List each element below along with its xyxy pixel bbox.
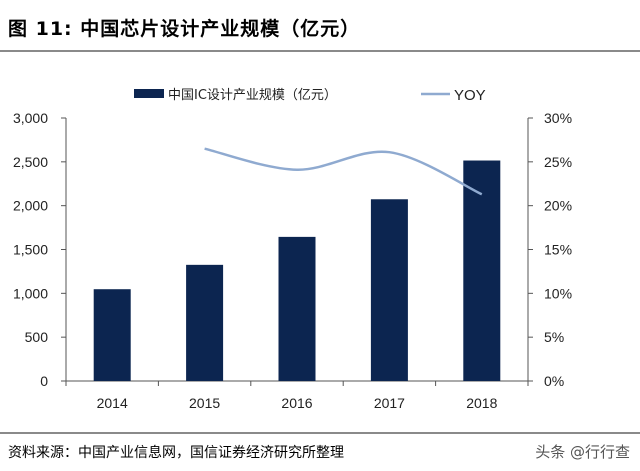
- source-bar: 资料来源：中国产业信息网，国信证券经济研究所整理 头条 @行行查: [0, 432, 640, 471]
- right-tick-label: 10%: [544, 285, 572, 301]
- legend: 中国IC设计产业规模（亿元） YOY: [134, 87, 486, 104]
- x-tick-label: 2015: [189, 395, 220, 411]
- right-tick-label: 15%: [544, 242, 572, 258]
- x-tick-label: 2016: [281, 395, 312, 411]
- left-tick-label: 0: [40, 373, 48, 389]
- legend-bar-label: 中国IC设计产业规模（亿元）: [168, 88, 337, 103]
- bar-2016: [278, 236, 316, 381]
- right-tick-label: 0%: [544, 373, 564, 389]
- left-tick-label: 2,500: [13, 154, 48, 170]
- left-tick-label: 2,000: [13, 198, 48, 214]
- right-tick-label: 30%: [544, 110, 572, 126]
- right-tick-label: 5%: [544, 329, 564, 345]
- bar-2015: [186, 264, 224, 381]
- left-tick-label: 3,000: [13, 110, 48, 126]
- figure-title-bar: 图 11: 中国芯片设计产业规模（亿元）: [0, 0, 640, 52]
- left-tick-label: 1,500: [13, 242, 48, 258]
- watermark: 头条 @行行查: [535, 443, 630, 461]
- legend-line-label: YOY: [454, 87, 486, 104]
- x-tick-label: 2014: [97, 395, 128, 411]
- legend-bar-swatch: [134, 89, 164, 98]
- bar-2018: [463, 160, 501, 381]
- right-tick-label: 25%: [544, 154, 572, 170]
- x-tick-label: 2018: [466, 395, 497, 411]
- right-tick-label: 20%: [544, 198, 572, 214]
- x-tick-label: 2017: [374, 395, 405, 411]
- left-tick-label: 500: [25, 329, 49, 345]
- left-tick-label: 1,000: [13, 285, 48, 301]
- plot-area: 0 500 1,000 1,500 2,000 2,500 3,000 0% 5% 10% 15% 2…: [13, 110, 572, 411]
- bar-line-chart: 中国IC设计产业规模（亿元） YOY 0 500 1,000 1,500 2,000 2,…: [13, 87, 572, 411]
- source-note: 资料来源：中国产业信息网，国信证券经济研究所整理: [8, 445, 344, 461]
- figure-title: 图 11: 中国芯片设计产业规模（亿元）: [8, 18, 361, 40]
- bar-2014: [93, 289, 131, 381]
- yoy-line: [204, 147, 483, 196]
- bar-2017: [370, 199, 408, 381]
